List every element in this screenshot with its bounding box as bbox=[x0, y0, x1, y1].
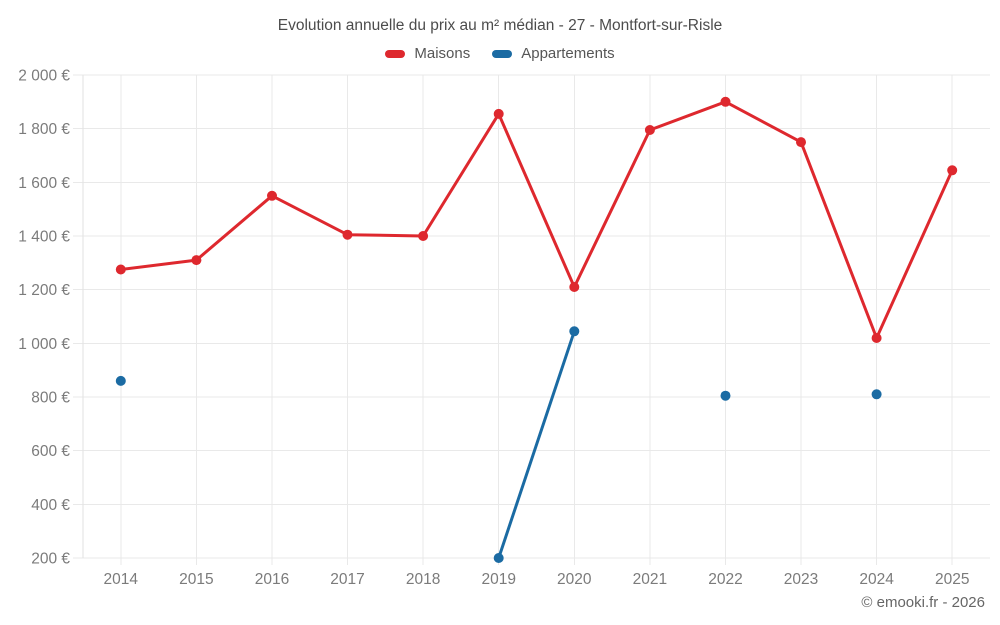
chart-title: Evolution annuelle du prix au m² médian … bbox=[277, 17, 723, 34]
x-axis-tick-label: 2021 bbox=[633, 571, 667, 588]
marker-maisons-2016 bbox=[267, 190, 277, 201]
legend-label-maisons: Maisons bbox=[414, 45, 471, 62]
x-axis-tick-label: 2016 bbox=[255, 571, 289, 588]
x-axis-tick-label: 2014 bbox=[104, 571, 139, 588]
marker-appartements-2020 bbox=[569, 326, 580, 337]
y-axis-tick-label: 800 € bbox=[31, 390, 70, 407]
marker-maisons-2015 bbox=[191, 255, 202, 266]
x-axis-tick-label: 2017 bbox=[330, 571, 364, 588]
marker-maisons-2023 bbox=[796, 137, 806, 148]
marker-maisons-2017 bbox=[342, 229, 353, 240]
chart-legend: Maisons Appartements bbox=[0, 45, 1000, 62]
legend-swatch-maisons bbox=[385, 49, 406, 58]
x-axis-tick-label: 2020 bbox=[557, 571, 592, 588]
y-axis-tick-label: 2 000 € bbox=[18, 68, 70, 85]
copyright-text: © emooki.fr - 2026 bbox=[861, 594, 985, 611]
x-axis-tick-label: 2024 bbox=[859, 571, 894, 588]
legend-label-appartements: Appartements bbox=[521, 45, 615, 62]
legend-item-appartements[interactable]: Appartements bbox=[492, 45, 615, 62]
marker-maisons-2022 bbox=[720, 96, 731, 107]
marker-maisons-2018 bbox=[418, 231, 429, 241]
x-axis-tick-label: 2022 bbox=[708, 571, 742, 588]
marker-maisons-2020 bbox=[569, 282, 580, 292]
marker-maisons-2025 bbox=[947, 165, 958, 176]
series-line-appartements bbox=[499, 331, 877, 558]
x-axis-tick-label: 2019 bbox=[481, 571, 515, 588]
x-axis-tick-label: 2018 bbox=[406, 571, 440, 588]
y-axis-tick-label: 1 800 € bbox=[18, 121, 70, 138]
marker-maisons-2024 bbox=[871, 333, 882, 343]
x-axis-tick-label: 2015 bbox=[179, 571, 213, 588]
x-axis-tick-label: 2025 bbox=[935, 571, 969, 588]
series-line-maisons bbox=[119, 100, 954, 340]
legend-item-maisons[interactable]: Maisons bbox=[385, 45, 470, 62]
x-axis-tick-label: 2023 bbox=[784, 571, 818, 588]
marker-maisons-2021 bbox=[644, 125, 655, 135]
marker-maisons-2014 bbox=[115, 264, 126, 275]
legend-swatch-appartements bbox=[492, 49, 513, 58]
y-axis-tick-label: 200 € bbox=[31, 551, 70, 568]
marker-appartements-2019 bbox=[493, 553, 504, 563]
marker-maisons-2019 bbox=[493, 108, 504, 119]
y-axis-tick-label: 1 200 € bbox=[18, 282, 70, 299]
y-axis-tick-label: 1 400 € bbox=[18, 229, 70, 246]
y-axis-tick-label: 1 600 € bbox=[18, 175, 70, 192]
y-axis-tick-label: 1 000 € bbox=[18, 336, 70, 353]
y-axis-tick-label: 400 € bbox=[31, 497, 70, 514]
y-axis-tick-label: 600 € bbox=[31, 443, 70, 460]
marker-appartements-2014 bbox=[115, 375, 126, 386]
marker-appartements-2022 bbox=[720, 390, 731, 401]
marker-appartements-2024 bbox=[871, 389, 882, 400]
